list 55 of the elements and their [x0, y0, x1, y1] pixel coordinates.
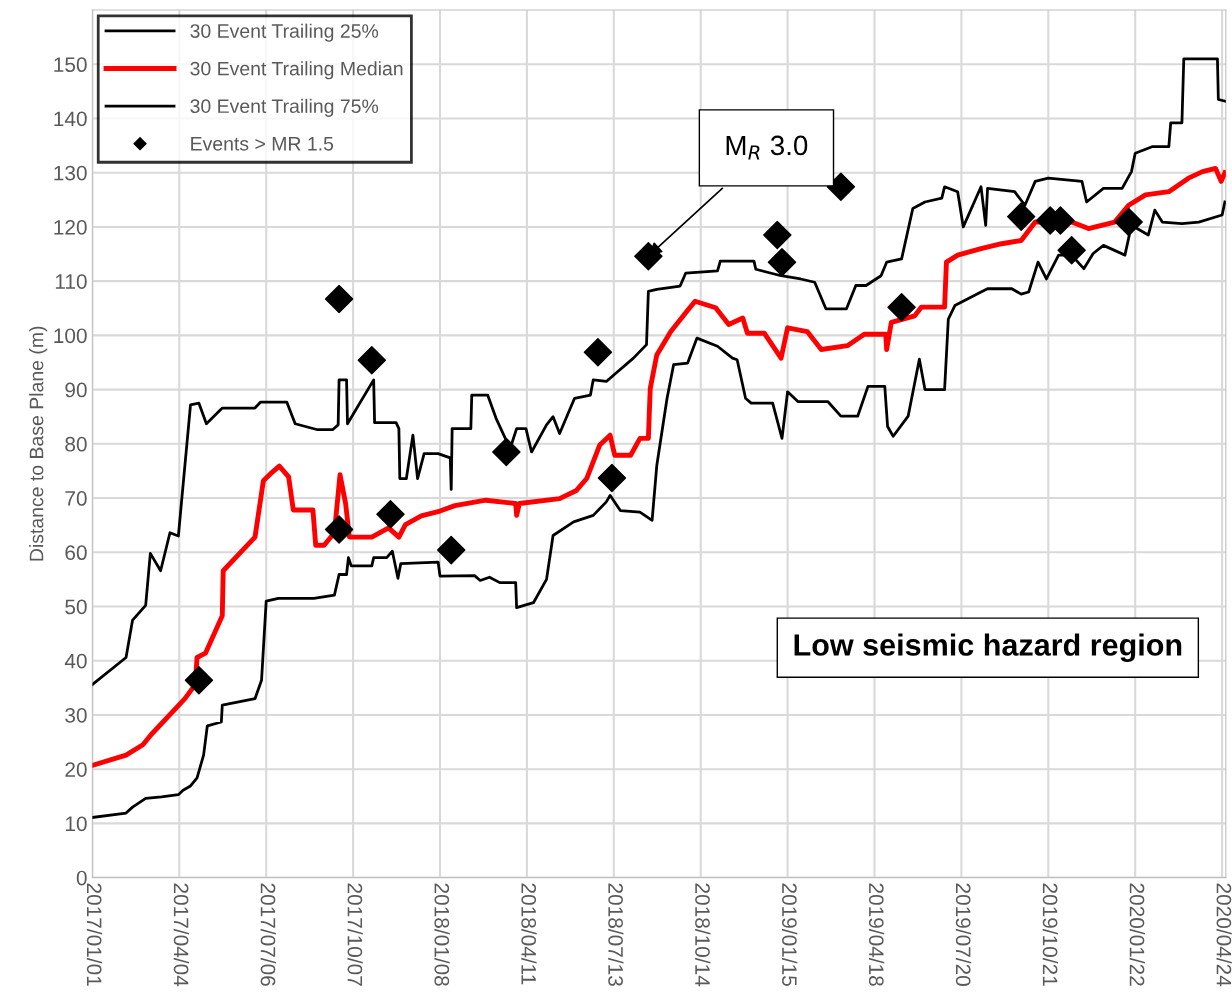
- x-tick-label: 2018/04/11: [521, 883, 537, 985]
- y-tick-label: 60: [65, 545, 87, 561]
- y-tick-label: 70: [65, 491, 87, 506]
- point: [436, 535, 466, 565]
- y-tick-label: 20: [65, 762, 87, 777]
- point: [1057, 236, 1086, 265]
- legend-label: 30 Event Trailing Median: [190, 61, 403, 80]
- y-tick-label: 150: [54, 57, 87, 73]
- y-tick-label: 100: [54, 328, 87, 344]
- y-tick-label: 50: [65, 599, 87, 615]
- point: [324, 284, 354, 314]
- point: [1114, 207, 1143, 237]
- point: [763, 220, 792, 250]
- y-tick-label: 80: [65, 436, 87, 452]
- x-tick-label: 2017/10/07: [347, 883, 363, 986]
- x-tick-label: 2017/07/06: [260, 883, 276, 986]
- point: [324, 515, 354, 544]
- point: [767, 247, 797, 277]
- point: [583, 337, 613, 367]
- point: [634, 241, 663, 271]
- point: [826, 172, 856, 202]
- x-tick-label: 2019/01/15: [782, 883, 798, 986]
- point: [376, 500, 405, 529]
- point: [1006, 202, 1036, 231]
- y-tick-label: 40: [64, 653, 87, 669]
- point: [887, 292, 916, 322]
- x-tick-label: 2019/04/18: [868, 883, 885, 986]
- x-tick-label: 2020/01/22: [1129, 883, 1145, 986]
- y-tick-label: 130: [54, 165, 87, 181]
- y-axis-title: Distance to Base Plane (m): [29, 326, 48, 561]
- point: [357, 346, 387, 375]
- y-tick-label: 10: [65, 816, 87, 832]
- legend-label: 30 Event Trailing 75%: [190, 98, 379, 117]
- y-tick-label: 120: [54, 219, 87, 235]
- legend-label: 30 Event Trailing 25%: [190, 23, 379, 42]
- y-tick-label: 110: [55, 274, 87, 289]
- y-tick-label: 0: [76, 870, 87, 886]
- x-tick-label: 2018/07/13: [608, 883, 624, 986]
- x-tick-label: 2018/01/08: [434, 883, 450, 986]
- annotation: Low seismic hazard region: [794, 633, 1182, 663]
- legend-label: Events > MR 1.5: [191, 137, 334, 151]
- x-tick-label: 2018/10/14: [695, 883, 711, 987]
- annotation: M$_{R}$ 3.0: [726, 135, 808, 160]
- point: [184, 666, 214, 695]
- x-tick-label: 2019/07/20: [955, 883, 972, 986]
- x-tick-label: 2020/04/24: [1216, 883, 1232, 987]
- x-tick-label: 2019/10/21: [1042, 883, 1059, 986]
- point: [597, 463, 627, 493]
- y-tick-label: 140: [54, 111, 87, 127]
- line-series: [92, 57, 1226, 686]
- x-tick-label: 2017/04/04: [173, 883, 190, 987]
- y-tick-label: 90: [65, 382, 87, 398]
- x-tick-label: 2017/01/01: [86, 883, 103, 986]
- y-tick-label: 30: [65, 707, 87, 723]
- point: [492, 437, 521, 467]
